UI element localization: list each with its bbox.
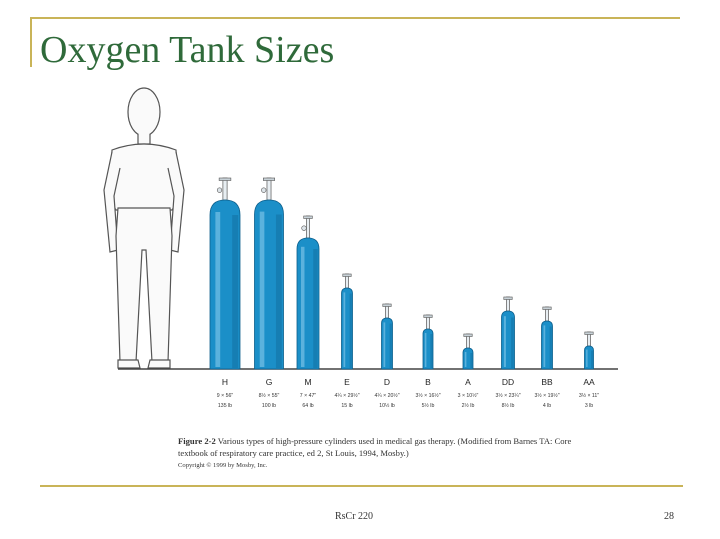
- cylinder-label-bb: BB 3½ × 19½" 4 lb: [534, 377, 559, 409]
- bottom-accent-rule: [40, 485, 683, 487]
- cylinder-label-b: B 3½ × 16½" 5½ lb: [415, 377, 440, 409]
- valve-outlet: [261, 187, 267, 193]
- cylinder-shade: [591, 350, 593, 368]
- cylinder-highlight: [215, 212, 221, 367]
- cylinder-label-m: M 7 × 47" 64 lb: [300, 377, 317, 409]
- cylinder-dimensions: 3 × 10½": [458, 392, 479, 399]
- cylinder-e: [341, 273, 353, 370]
- cylinder-letter: BB: [541, 377, 553, 387]
- cylinder-g: [254, 177, 284, 370]
- cylinder-label-aa: AA 3½ × 11" 3 lb: [579, 377, 600, 409]
- cylinder-shade: [389, 323, 392, 368]
- valve-stem: [306, 215, 310, 239]
- cylinder-dimensions: 3½ × 16½": [415, 392, 440, 399]
- cylinder-dimensions: 9 × 56": [217, 393, 234, 399]
- valve-handle: [423, 314, 433, 318]
- cylinder-dd: [501, 296, 515, 370]
- cylinder-label-d: D 4¼ × 20½" 10½ lb: [374, 377, 399, 409]
- valve-handle: [382, 303, 392, 307]
- cylinder-highlight: [543, 325, 546, 367]
- figure-caption: Figure 2-2 Various types of high-pressur…: [178, 436, 598, 472]
- cylinder-h: [209, 177, 241, 370]
- page-number: 28: [664, 511, 674, 522]
- cylinder-letter: M: [304, 377, 311, 387]
- footer-course: RsCr 220: [335, 511, 374, 522]
- cylinder-letter: A: [465, 377, 471, 387]
- cylinder-letter: DD: [502, 377, 514, 387]
- human-silhouette: [103, 87, 185, 369]
- cylinder-bb: [541, 306, 553, 370]
- top-accent-rule: [30, 17, 680, 19]
- cylinder-dimensions: 3½ × 11": [579, 392, 600, 399]
- caption-label: Figure 2-2: [178, 436, 216, 446]
- left-accent-rule: [30, 17, 32, 67]
- cylinder-label-a: A 3 × 10½" 2½ lb: [458, 377, 479, 409]
- valve-outlet: [216, 187, 223, 193]
- cylinder-highlight: [586, 349, 588, 367]
- cylinder-weight: 4 lb: [543, 403, 551, 409]
- cylinder-b: [422, 314, 434, 370]
- cylinder-shade: [430, 334, 433, 368]
- cylinder-shade: [349, 293, 352, 368]
- cylinder-weight: 100 lb: [262, 403, 276, 409]
- cylinder-a: [462, 333, 474, 370]
- cylinder-weight: 3 lb: [585, 403, 593, 409]
- cylinder-shade: [549, 326, 552, 368]
- cylinder-weight: 8½ lb: [502, 402, 515, 409]
- cylinder-highlight: [259, 211, 265, 367]
- caption-text: Various types of high-pressure cylinders…: [178, 436, 572, 458]
- valve-outlet: [301, 225, 307, 231]
- cylinder-weight: 15 lb: [341, 403, 352, 409]
- cylinder-shade: [470, 353, 473, 368]
- valve-handle: [263, 177, 275, 181]
- cylinder-weight: 2½ lb: [462, 402, 475, 409]
- slide-title: Oxygen Tank Sizes: [40, 29, 335, 71]
- cylinder-dimensions: 7 × 47": [300, 393, 317, 399]
- valve-handle: [463, 333, 473, 337]
- cylinder-letter: E: [344, 377, 350, 387]
- valve-handle: [584, 331, 594, 335]
- cylinder-highlight: [424, 333, 427, 367]
- cylinder-weight: 64 lb: [302, 403, 313, 409]
- cylinder-label-dd: DD 3½ × 23¼" 8½ lb: [495, 377, 520, 409]
- valve-stem: [266, 177, 272, 201]
- cylinder-dimensions: 3½ × 23¼": [495, 392, 520, 399]
- cylinder-shade: [275, 214, 282, 368]
- caption-copyright: Copyright © 1999 by Mosby, Inc.: [178, 462, 268, 469]
- cylinder-weight: 10½ lb: [379, 402, 395, 409]
- cylinder-dimensions: 4¼ × 20½": [374, 392, 399, 399]
- cylinder-label-g: G 8½ × 55" 100 lb: [259, 377, 280, 409]
- cylinder-shade: [232, 215, 239, 368]
- cylinder-d: [381, 303, 393, 370]
- cylinder-letter: AA: [583, 377, 595, 387]
- cylinder-aa: [584, 331, 594, 370]
- cylinder-letter: G: [266, 377, 273, 387]
- cylinder-label-e: E 4¼ × 29½" 15 lb: [334, 377, 359, 409]
- cylinder-m: [296, 215, 320, 370]
- cylinder-label-h: H 9 × 56" 135 lb: [217, 377, 234, 409]
- cylinder-shade: [313, 249, 318, 368]
- valve-handle: [303, 215, 313, 219]
- valve-handle: [503, 296, 513, 300]
- cylinder-highlight: [383, 322, 386, 367]
- cylinder-highlight: [300, 246, 305, 367]
- cylinder-dimensions: 4¼ × 29½": [334, 392, 359, 399]
- cylinder-shade: [511, 317, 514, 368]
- cylinder-dimensions: 8½ × 55": [259, 392, 280, 399]
- cylinder-letter: D: [384, 377, 390, 387]
- cylinder-highlight: [343, 292, 346, 367]
- cylinder-highlight: [464, 352, 467, 367]
- valve-stem: [222, 177, 228, 201]
- valve-handle: [342, 273, 352, 277]
- cylinder-letter: H: [222, 377, 228, 387]
- cylinder-highlight: [503, 316, 506, 367]
- valve-handle: [542, 306, 552, 310]
- cylinder-weight: 135 lb: [218, 403, 232, 409]
- cylinder-weight: 5½ lb: [422, 402, 435, 409]
- cylinder-dimensions: 3½ × 19½": [534, 392, 559, 399]
- valve-handle: [218, 177, 232, 181]
- cylinder-letter: B: [425, 377, 431, 387]
